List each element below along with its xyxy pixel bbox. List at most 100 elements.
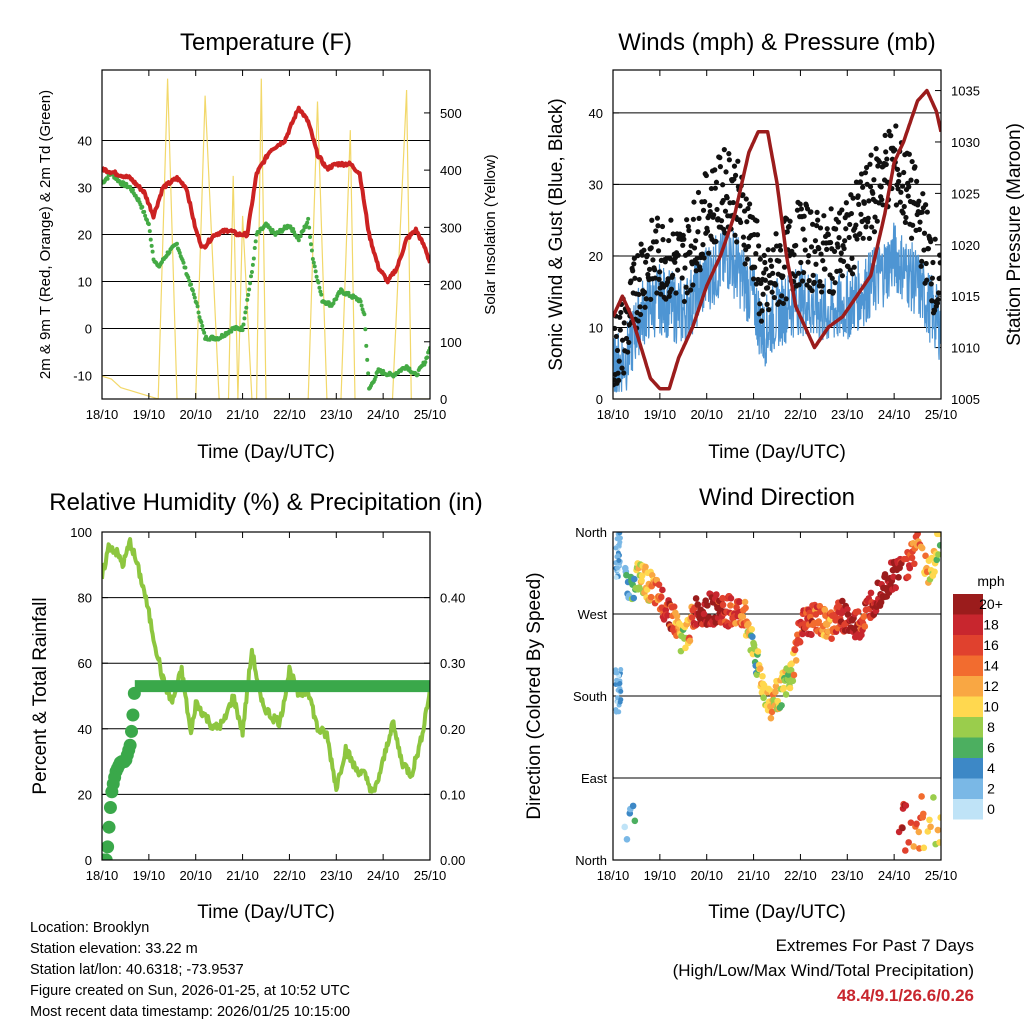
gust-point (818, 251, 824, 257)
y2-tick-label: 1015 (951, 289, 980, 304)
gust-point (685, 223, 691, 230)
gust-point (860, 235, 866, 241)
y-tick-label: 30 (78, 181, 92, 196)
direction-point (642, 563, 649, 571)
dewpoint-point (253, 239, 258, 244)
gust-point (906, 151, 912, 157)
gust-point (847, 267, 853, 273)
dewpoint-point (319, 292, 324, 297)
gust-point (706, 213, 712, 219)
gust-point (866, 198, 872, 204)
direction-point (927, 823, 934, 831)
y-tick-label: 30 (589, 177, 603, 192)
gust-point (654, 290, 660, 296)
dewpoint-point (250, 262, 255, 267)
direction-point (933, 556, 941, 564)
gust-point (670, 231, 676, 237)
gust-point (631, 261, 637, 267)
dewpoint-point (124, 181, 129, 186)
y-tick-label: 40 (78, 722, 92, 737)
direction-point (719, 601, 727, 609)
legend-swatch (953, 655, 983, 676)
gust-point (798, 259, 804, 266)
gust-point (717, 155, 723, 161)
direction-point (772, 688, 779, 696)
dewpoint-point (199, 320, 204, 325)
gust-point (835, 219, 842, 225)
direction-point (704, 602, 711, 609)
direction-point (630, 594, 638, 602)
gust-point (813, 222, 820, 229)
gust-point (820, 258, 826, 264)
dewpoint-point (200, 323, 205, 328)
dewpoint-point (366, 371, 371, 376)
gust-point (700, 207, 707, 213)
gust-point (754, 218, 760, 224)
dewpoint-point (415, 372, 420, 377)
dewpoint-point (177, 250, 182, 255)
dewpoint-point (308, 242, 313, 247)
gust-point (750, 276, 757, 282)
direction-point (899, 824, 906, 832)
gust-point (900, 210, 906, 216)
x-tick-label: 19/10 (133, 407, 166, 422)
direction-point (892, 584, 900, 592)
direction-point (713, 591, 720, 598)
gust-point (806, 277, 812, 284)
y2-tick-label: 0.20 (440, 722, 465, 737)
gust-point (892, 147, 898, 153)
gust-point (822, 266, 828, 272)
gust-point (732, 232, 738, 238)
direction-point (772, 683, 780, 690)
dewpoint-point (146, 222, 151, 227)
gust-point (849, 271, 856, 277)
gust-point (655, 223, 661, 229)
direction-point (616, 542, 622, 548)
gust-point (672, 259, 678, 265)
gust-point (763, 266, 769, 272)
gust-point (650, 257, 656, 263)
direction-point (613, 707, 619, 713)
gust-point (619, 337, 626, 343)
legend-swatch (953, 737, 983, 758)
direction-point (727, 602, 734, 609)
gust-point (721, 147, 727, 153)
gust-point (705, 250, 712, 256)
direction-point (902, 802, 910, 809)
direction-point (700, 610, 708, 618)
dewpoint-point (140, 205, 145, 210)
gust-point (836, 235, 842, 241)
gust-point (839, 207, 845, 213)
direction-point (617, 532, 623, 536)
gust-point (814, 209, 820, 215)
gust-point (680, 242, 686, 248)
y2-tick-label: 1035 (951, 84, 980, 99)
dewpoint-point (423, 360, 428, 365)
gust-point (853, 179, 860, 185)
direction-point (613, 545, 619, 551)
gust-point (901, 169, 907, 176)
direction-point (727, 595, 735, 602)
gust-point (839, 273, 846, 279)
dewpoint-point (346, 290, 351, 295)
direction-point (657, 593, 665, 601)
direction-point (767, 714, 775, 722)
chart-title: Temperature (F) (180, 29, 352, 56)
gust-point (918, 263, 924, 269)
x-tick-label: 25/10 (925, 407, 958, 422)
direction-point (614, 670, 620, 676)
dewpoint-point (197, 315, 202, 320)
gust-point (654, 215, 661, 221)
gust-point (765, 247, 771, 253)
dewpoint-point (298, 234, 303, 239)
direction-point (918, 544, 926, 552)
gust-point (857, 179, 864, 185)
gust-point (935, 290, 941, 296)
gust-point (675, 267, 681, 273)
gust-point (797, 201, 803, 207)
gust-point (703, 172, 709, 179)
gust-point (653, 239, 659, 245)
gust-point (924, 209, 930, 215)
gust-point (766, 307, 772, 313)
gust-point (666, 237, 672, 244)
